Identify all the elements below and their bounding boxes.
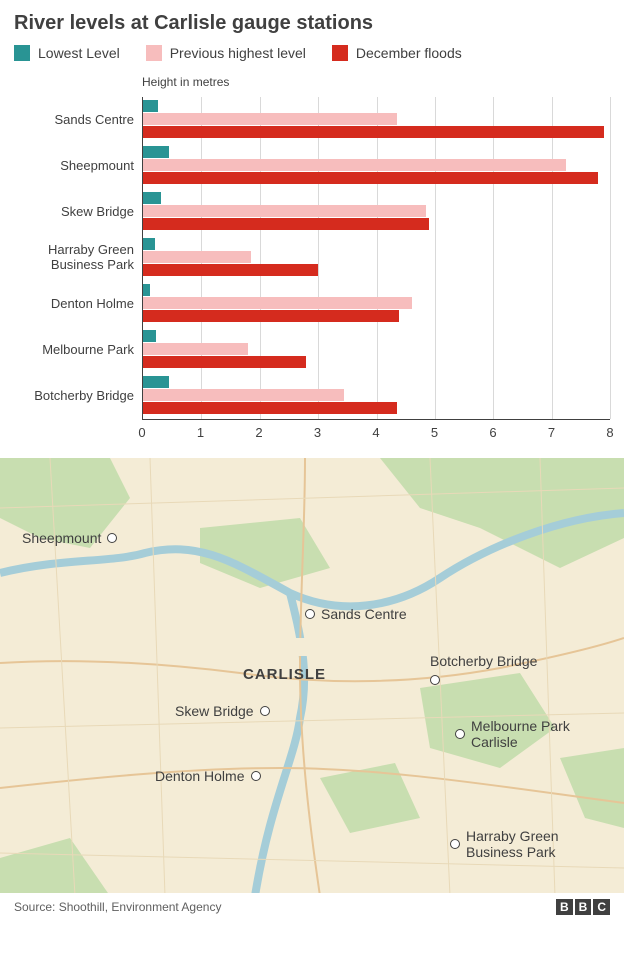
bbc-b1: B — [556, 899, 573, 915]
bar — [143, 251, 251, 263]
station-label: Skew Bridge — [14, 189, 142, 235]
map-point: Sands Centre — [305, 606, 407, 622]
station-label: Melbourne Park — [14, 327, 142, 373]
map-point-label: Melbourne Park Carlisle — [471, 718, 601, 750]
x-tick: 2 — [255, 425, 262, 440]
x-tick: 7 — [548, 425, 555, 440]
station-labels: Sands CentreSheepmountSkew BridgeHarraby… — [14, 97, 142, 419]
map-dot-icon — [260, 706, 270, 716]
plot-area — [142, 97, 610, 419]
x-tick: 1 — [197, 425, 204, 440]
x-tick: 8 — [606, 425, 613, 440]
map-point-label: Sands Centre — [321, 606, 407, 622]
station-row — [143, 97, 610, 143]
source-text: Source: Shoothill, Environment Agency — [14, 900, 221, 914]
station-row — [143, 189, 610, 235]
chart-panel: River levels at Carlisle gauge stations … — [0, 0, 624, 455]
bar — [143, 205, 426, 217]
map-dot-icon — [450, 839, 460, 849]
footer: Source: Shoothill, Environment Agency B … — [0, 893, 624, 925]
map-dot-icon — [455, 729, 465, 739]
map-point: Denton Holme — [155, 768, 261, 784]
bar — [143, 310, 399, 322]
gridline — [610, 97, 611, 419]
x-tick: 3 — [314, 425, 321, 440]
map-point-label: Botcherby Bridge — [430, 653, 537, 669]
bar — [143, 389, 344, 401]
swatch-previous — [146, 45, 162, 61]
legend: Lowest Level Previous highest level Dece… — [14, 45, 610, 61]
map-point-label: Harraby Green Business Park — [466, 828, 596, 860]
bbc-b2: B — [575, 899, 592, 915]
bar — [143, 146, 169, 158]
map-point: Harraby Green Business Park — [450, 828, 596, 860]
map-dot-icon — [107, 533, 117, 543]
bar — [143, 172, 598, 184]
bar — [143, 238, 155, 250]
station-label: Sands Centre — [14, 97, 142, 143]
x-tick: 4 — [372, 425, 379, 440]
bar-chart: Sands CentreSheepmountSkew BridgeHarraby… — [14, 97, 610, 419]
x-tick: 5 — [431, 425, 438, 440]
station-label: Denton Holme — [14, 281, 142, 327]
bar — [143, 356, 306, 368]
map-point-label: Skew Bridge — [175, 703, 254, 719]
bbc-logo: B B C — [556, 899, 610, 915]
bar — [143, 159, 566, 171]
map-dot-icon — [305, 609, 315, 619]
map-point: Sheepmount — [22, 530, 117, 546]
legend-item-december: December floods — [332, 45, 462, 61]
swatch-lowest — [14, 45, 30, 61]
city-label: CARLISLE — [243, 666, 326, 683]
legend-label: Previous highest level — [170, 45, 306, 61]
bar — [143, 126, 604, 138]
map-dot-icon — [430, 675, 440, 685]
map-point: Botcherby Bridge — [430, 653, 537, 685]
bar — [143, 192, 161, 204]
bar — [143, 376, 169, 388]
legend-label: Lowest Level — [38, 45, 120, 61]
bar — [143, 402, 397, 414]
station-row — [143, 327, 610, 373]
chart-title: River levels at Carlisle gauge stations — [14, 12, 610, 35]
bar — [143, 113, 397, 125]
map-dot-icon — [251, 771, 261, 781]
location-map: Sheepmount Sands Centre Botcherby Bridge Sk… — [0, 455, 624, 893]
legend-item-previous: Previous highest level — [146, 45, 306, 61]
station-row — [143, 281, 610, 327]
station-label: Harraby Green Business Park — [14, 235, 142, 281]
bar — [143, 330, 156, 342]
swatch-december — [332, 45, 348, 61]
station-label: Botcherby Bridge — [14, 373, 142, 419]
map-point: Melbourne Park Carlisle — [455, 718, 601, 750]
legend-label: December floods — [356, 45, 462, 61]
bar — [143, 100, 158, 112]
map-point: Skew Bridge — [175, 703, 270, 719]
bar — [143, 264, 318, 276]
station-row — [143, 373, 610, 419]
x-axis: 012345678 — [142, 419, 610, 447]
map-point-label: Denton Holme — [155, 768, 245, 784]
y-axis-title: Height in metres — [142, 75, 610, 89]
station-row — [143, 143, 610, 189]
x-tick: 0 — [138, 425, 145, 440]
bar — [143, 218, 429, 230]
bar — [143, 343, 248, 355]
map-point-label: Sheepmount — [22, 530, 101, 546]
bar — [143, 297, 412, 309]
bar — [143, 284, 150, 296]
legend-item-lowest: Lowest Level — [14, 45, 120, 61]
bbc-c: C — [593, 899, 610, 915]
x-tick: 6 — [489, 425, 496, 440]
station-label: Sheepmount — [14, 143, 142, 189]
station-row — [143, 235, 610, 281]
